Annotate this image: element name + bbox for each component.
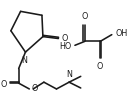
Text: O: O (81, 12, 88, 21)
Text: N: N (22, 56, 27, 64)
Text: HO: HO (59, 42, 71, 51)
Text: O: O (62, 34, 68, 43)
Text: O: O (0, 80, 7, 89)
Text: O: O (31, 84, 38, 93)
Text: O: O (97, 62, 103, 71)
Text: OH: OH (116, 29, 128, 38)
Text: N: N (66, 70, 72, 79)
